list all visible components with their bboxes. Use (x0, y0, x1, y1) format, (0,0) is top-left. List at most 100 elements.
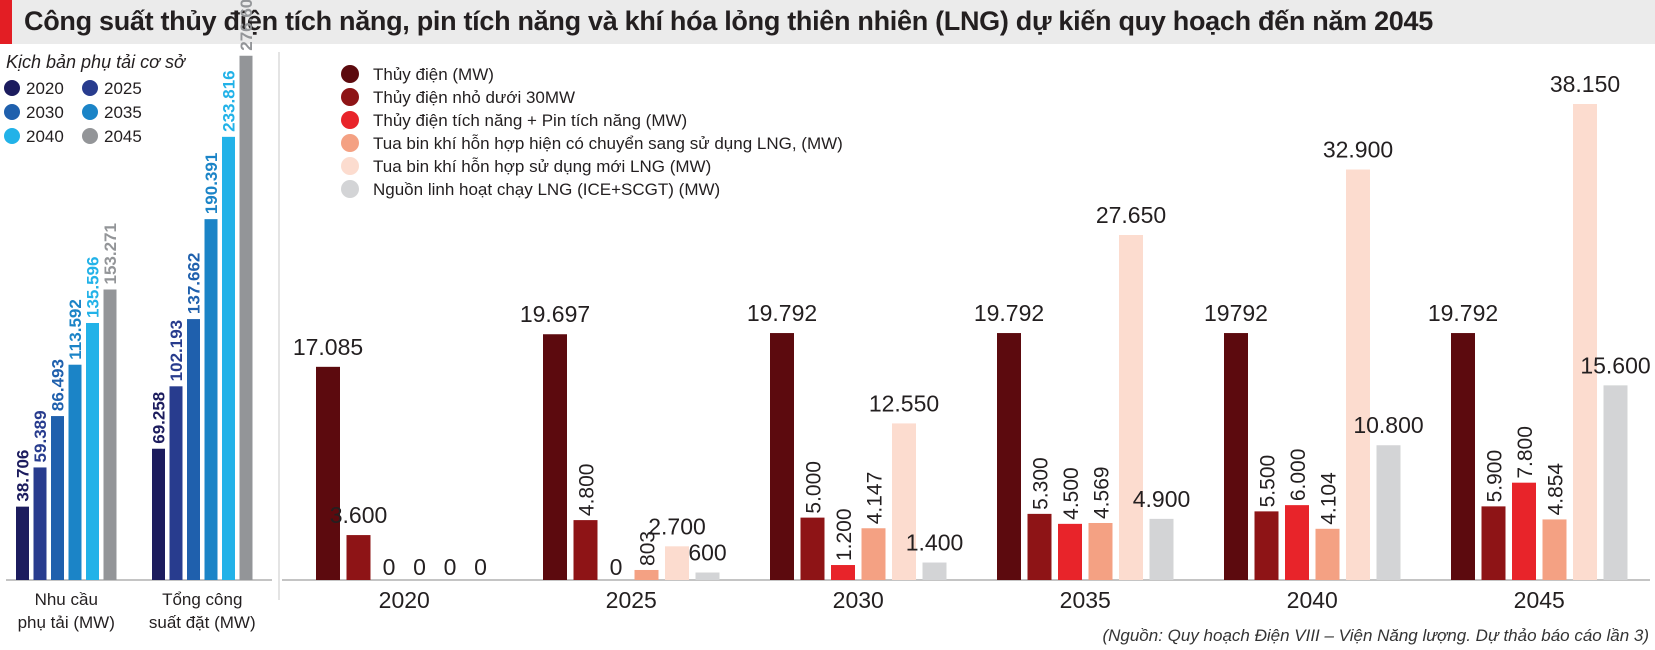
value-label-2040: 233.816 (220, 70, 239, 131)
value-label-2030-series-0: 19.792 (747, 300, 817, 326)
value-label-2035: 113.592 (66, 299, 85, 360)
bar-2040-series-4 (1346, 169, 1370, 581)
legend-dot-2040 (4, 128, 20, 144)
bar-demand-2040 (86, 323, 99, 580)
category-label-1-1: suất đặt (MW) (149, 613, 256, 632)
bar-2045-series-5 (1603, 385, 1628, 580)
legend-dot-2020 (4, 80, 20, 96)
value-label-2025-series-3: 803 (637, 531, 660, 566)
bar-installed-2025 (169, 386, 183, 580)
value-label-2035-series-1: 5.300 (1030, 457, 1053, 510)
bar-2035-series-0 (997, 333, 1021, 580)
value-label-2025: 59.389 (31, 410, 50, 462)
bar-2030-series-0 (770, 333, 794, 580)
bar-installed-2035 (204, 219, 218, 580)
category-label-2020: 2020 (379, 587, 430, 613)
source-note: (Nguồn: Quy hoạch Điện VIII – Viện Năng … (1102, 626, 1649, 645)
value-label-2030-series-5: 1.400 (906, 530, 964, 556)
bar-demand-2030 (51, 416, 64, 580)
value-label-2030: 137.662 (185, 253, 204, 314)
bar-2040-series-0 (1224, 333, 1248, 580)
value-label-2040: 135.596 (84, 257, 103, 318)
bar-2040-series-3 (1315, 528, 1340, 580)
bar-2040-series-1 (1254, 511, 1279, 580)
bar-2045-series-4 (1573, 104, 1597, 580)
bar-2035-series-3 (1088, 522, 1113, 580)
value-label-2035-series-2: 4.500 (1060, 467, 1083, 520)
bar-2030-series-2 (831, 565, 855, 580)
legend-dot-series-0 (341, 65, 359, 83)
value-label-2025-series-5: 600 (688, 540, 726, 566)
bar-2030-series-1 (800, 517, 825, 580)
bar-2035-series-5 (1149, 518, 1174, 580)
category-label-2040: 2040 (1287, 587, 1338, 613)
value-label-2040-series-2: 6.000 (1287, 449, 1310, 502)
legend-label-series-1: Thủy điện nhỏ dưới 30MW (373, 88, 575, 107)
bar-2030-series-3 (861, 528, 886, 580)
legend-dot-series-3 (341, 134, 359, 152)
left-legend-title: Kịch bản phụ tải cơ sở (6, 52, 187, 72)
bar-2025-series-0 (543, 334, 567, 580)
legend-label-2020: 2020 (26, 79, 64, 98)
title-accent (0, 0, 12, 44)
bar-2025-series-5 (695, 572, 720, 580)
legend-label-2040: 2040 (26, 127, 64, 146)
value-label-2020-series-5: 0 (474, 554, 487, 580)
legend-dot-2035 (82, 104, 98, 120)
value-label-2045-series-3: 4.854 (1545, 463, 1568, 516)
bar-demand-2045 (103, 289, 117, 580)
legend-label-2030: 2030 (26, 103, 64, 122)
left-legend: 2020 2025 2030 2035 2040 2045 (4, 79, 142, 146)
value-label-2020-series-0: 17.085 (293, 334, 363, 360)
legend-dot-series-1 (341, 88, 359, 106)
value-label-2020-series-1: 3.600 (330, 502, 388, 528)
legend-label-series-4: Tua bin khí hỗn hợp sử dụng mới LNG (MW) (373, 157, 711, 176)
value-label-2040-series-1: 5.500 (1257, 455, 1280, 508)
bar-installed-2030 (187, 319, 200, 580)
legend-label-series-0: Thủy điện (MW) (373, 65, 494, 84)
bar-2020-series-1 (346, 535, 371, 580)
value-label-2030-series-3: 4.147 (864, 472, 887, 525)
bar-2020-series-0 (316, 366, 340, 580)
bar-2045-series-1 (1481, 506, 1506, 580)
bar-installed-2040 (222, 136, 235, 580)
bar-demand-2025 (33, 467, 47, 580)
bar-demand-2035 (68, 364, 82, 580)
value-label-2045-series-5: 15.600 (1580, 352, 1650, 378)
legend-dot-series-4 (341, 157, 359, 175)
value-label-2035-series-5: 4.900 (1133, 486, 1191, 512)
category-label-0-1: phụ tải (MW) (18, 613, 115, 632)
bar-2025-series-3 (634, 569, 659, 580)
value-label-2025-series-1: 4.800 (576, 464, 599, 517)
legend-dot-2025 (82, 80, 98, 96)
category-label-2030: 2030 (833, 587, 884, 613)
category-label-0-0: Nhu cầu (35, 590, 98, 609)
value-label-2040-series-3: 4.104 (1318, 472, 1341, 525)
value-label-2030-series-1: 5.000 (803, 461, 826, 514)
category-label-1-0: Tổng công (162, 590, 242, 609)
bar-2035-series-4 (1119, 235, 1143, 581)
value-label-2025-series-4: 2.700 (648, 513, 706, 539)
legend-label-series-2: Thủy điện tích năng + Pin tích năng (MW) (373, 111, 687, 130)
value-label-2045-series-4: 38.150 (1550, 71, 1620, 97)
value-label-2025: 102.193 (167, 320, 186, 381)
value-label-2020-series-2: 0 (383, 554, 396, 580)
value-label-2025-series-2: 0 (610, 554, 623, 580)
value-label-2045-series-1: 5.900 (1484, 450, 1507, 503)
value-label-2035-series-4: 27.650 (1096, 202, 1166, 228)
title-bar (0, 0, 1655, 44)
bar-demand-2020 (16, 506, 29, 580)
value-label-2025-series-0: 19.697 (520, 301, 590, 327)
value-label-2045: 153.271 (101, 223, 120, 284)
value-label-2045-series-0: 19.792 (1428, 300, 1498, 326)
value-label-2030-series-4: 12.550 (869, 390, 939, 416)
legend-label-2035: 2035 (104, 103, 142, 122)
legend-label-2045: 2045 (104, 127, 142, 146)
bar-installed-2020 (152, 448, 165, 580)
bar-2035-series-2 (1058, 523, 1082, 580)
legend-label-2025: 2025 (104, 79, 142, 98)
value-label-2020-series-3: 0 (413, 554, 426, 580)
bar-installed-2045 (239, 55, 253, 580)
